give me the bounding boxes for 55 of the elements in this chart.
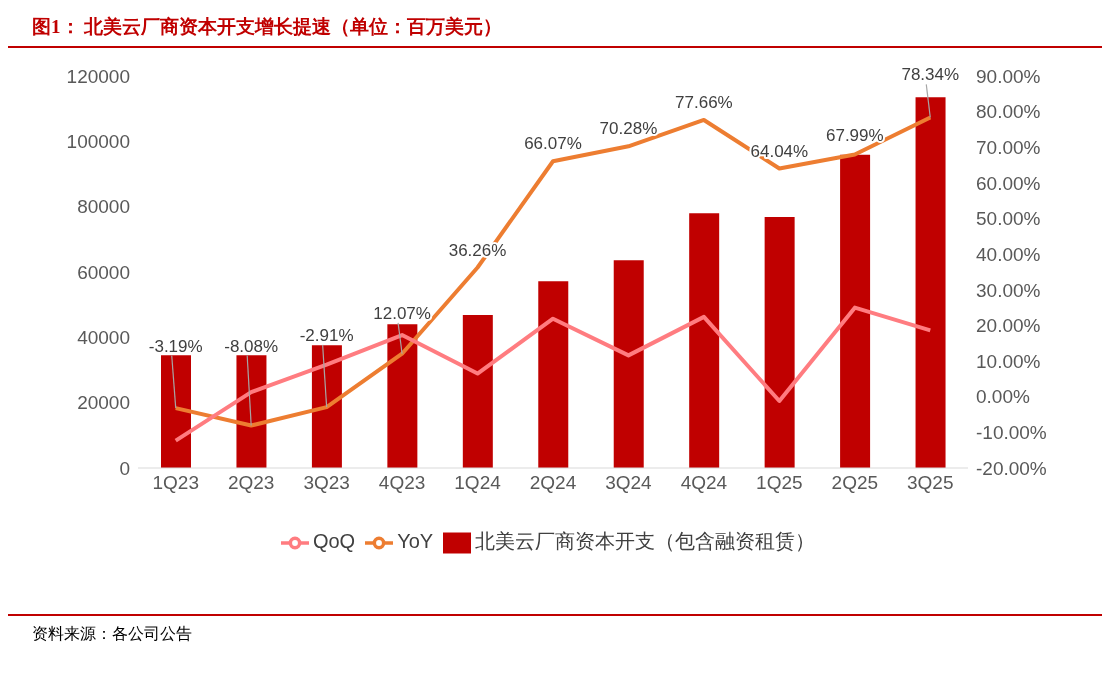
y2-tick-label: -10.00%	[976, 422, 1047, 444]
chart-title: 图1： 北美云厂商资本开支增长提速（单位：百万美元）	[8, 8, 1102, 48]
y-tick-label: 40000	[77, 327, 130, 349]
y2-tick-label: 20.00%	[976, 315, 1041, 337]
x-tick-label: 4Q23	[378, 472, 426, 494]
x-tick-label: 3Q25	[907, 472, 954, 494]
x-tick-label: 2Q25	[831, 472, 879, 494]
data-label: 64.04%	[750, 141, 809, 161]
x-tick-label: 3Q24	[605, 472, 653, 494]
x-tick-label: 1Q25	[756, 472, 803, 494]
legend-label: QoQ	[312, 530, 356, 552]
bar	[689, 213, 720, 468]
y2-tick-label: 60.00%	[976, 172, 1041, 194]
x-tick-label: 4Q24	[680, 472, 728, 494]
legend-label: 北美云厂商资本开支（包含融资租赁）	[475, 530, 816, 552]
y-tick-label: 100000	[66, 131, 130, 153]
x-tick-label: 2Q24	[529, 472, 577, 494]
y-tick-label: 80000	[77, 196, 130, 218]
y2-tick-label: 70.00%	[976, 137, 1041, 159]
y2-tick-label: 90.00%	[976, 65, 1041, 87]
y2-tick-label: 10.00%	[976, 350, 1041, 372]
y2-tick-label: 40.00%	[976, 243, 1041, 265]
bar	[311, 345, 342, 468]
bar	[538, 281, 569, 468]
data-label: -8.08%	[224, 336, 279, 356]
bar	[840, 154, 871, 468]
y-tick-label: 60000	[77, 261, 130, 283]
y2-tick-label: 30.00%	[976, 279, 1041, 301]
bar	[915, 97, 946, 468]
data-label: 78.34%	[901, 65, 960, 85]
y2-tick-label: 50.00%	[976, 208, 1041, 230]
y-tick-label: 20000	[77, 392, 130, 414]
bar	[613, 260, 644, 468]
x-tick-label: 2Q23	[227, 472, 275, 494]
data-label: 70.28%	[599, 119, 658, 139]
x-tick-label: 1Q24	[454, 472, 502, 494]
data-label: 67.99%	[825, 125, 884, 145]
data-label: 66.07%	[524, 134, 582, 154]
y-tick-label: 0	[119, 457, 130, 479]
x-tick-label: 3Q23	[303, 472, 350, 494]
data-label: -2.91%	[299, 325, 354, 345]
y2-tick-label: 80.00%	[976, 101, 1041, 123]
data-label: 12.07%	[373, 303, 431, 323]
y2-tick-label: 0.00%	[976, 386, 1030, 408]
data-label: -3.19%	[148, 336, 203, 356]
y-tick-label: 120000	[66, 65, 130, 87]
legend-label: YoY	[397, 530, 434, 552]
bar	[764, 217, 795, 468]
data-label: 77.66%	[675, 92, 733, 112]
x-tick-label: 1Q23	[152, 472, 199, 494]
text: 资料来源：各公司公告	[32, 624, 193, 644]
y2-tick-label: -20.00%	[976, 457, 1047, 479]
bar	[161, 355, 191, 468]
bar	[462, 315, 493, 468]
bar	[387, 324, 418, 468]
